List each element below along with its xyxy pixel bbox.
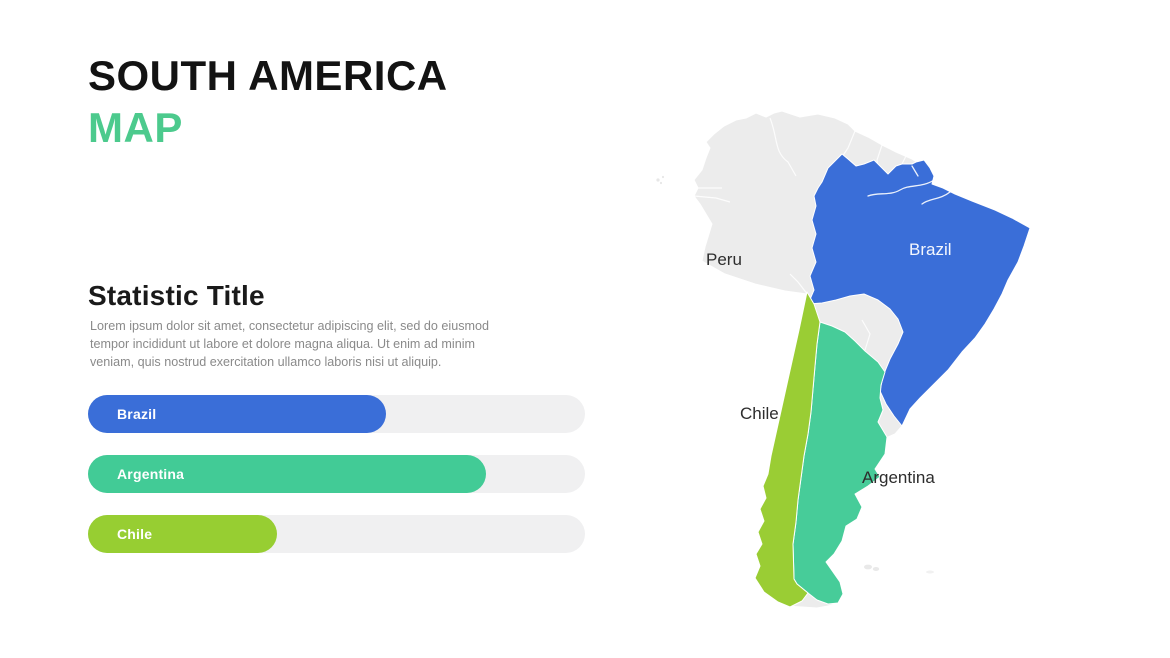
slide-title-line1: SOUTH AMERICA: [88, 52, 448, 99]
country-border-lines: [693, 117, 907, 351]
bar-track-brazil: Brazil: [88, 395, 585, 433]
bar-label-argentina: Argentina: [117, 466, 185, 482]
galapagos-islands: [656, 175, 665, 185]
map-label-brazil: Brazil: [909, 240, 952, 259]
country-brazil: [807, 153, 1031, 427]
bar-chart: Brazil Argentina Chile: [88, 395, 585, 575]
statistic-title: Statistic Title: [88, 280, 265, 311]
slide-title-line2: MAP: [88, 103, 183, 151]
bar-fill-brazil: Brazil: [88, 395, 387, 433]
map-label-chile: Chile: [740, 404, 779, 423]
bar-track-argentina: Argentina: [88, 455, 585, 493]
bar-fill-chile: Chile: [88, 515, 277, 553]
bar-track-chile: Chile: [88, 515, 585, 553]
map-label-argentina: Argentina: [862, 468, 935, 487]
statistic-description: Lorem ipsum dolor sit amet, consectetur …: [90, 319, 489, 369]
bar-label-brazil: Brazil: [117, 406, 157, 422]
map-label-peru: Peru: [706, 250, 742, 269]
bar-fill-argentina: Argentina: [88, 455, 486, 493]
country-chile: [754, 291, 821, 608]
bar-label-chile: Chile: [117, 526, 153, 542]
slide-title: SOUTH AMERICA MAP: [88, 50, 448, 153]
south-america-map: Peru Brazil Chile Argentina: [656, 110, 1031, 609]
amazon-river-lines: [867, 165, 951, 205]
falkland-islands: [864, 564, 934, 574]
